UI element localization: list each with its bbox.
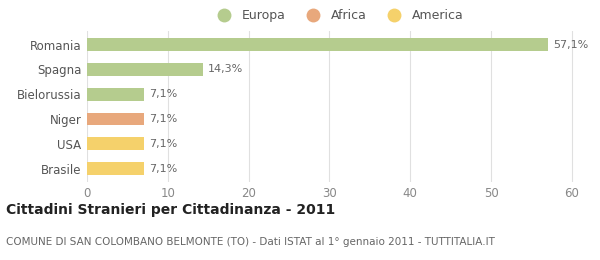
Text: Cittadini Stranieri per Cittadinanza - 2011: Cittadini Stranieri per Cittadinanza - 2… xyxy=(6,203,335,217)
Bar xyxy=(87,113,145,126)
Legend: Europa, Africa, America: Europa, Africa, America xyxy=(212,9,463,22)
Text: 7,1%: 7,1% xyxy=(149,89,178,99)
Text: 7,1%: 7,1% xyxy=(149,139,178,149)
Bar xyxy=(87,88,145,101)
Text: 7,1%: 7,1% xyxy=(149,164,178,174)
Text: 14,3%: 14,3% xyxy=(208,64,242,74)
Text: 57,1%: 57,1% xyxy=(553,40,589,49)
Bar xyxy=(87,137,145,150)
Text: COMUNE DI SAN COLOMBANO BELMONTE (TO) - Dati ISTAT al 1° gennaio 2011 - TUTTITAL: COMUNE DI SAN COLOMBANO BELMONTE (TO) - … xyxy=(6,237,495,246)
Bar xyxy=(87,63,203,76)
Bar xyxy=(87,162,145,175)
Text: 7,1%: 7,1% xyxy=(149,114,178,124)
Bar xyxy=(87,38,548,51)
